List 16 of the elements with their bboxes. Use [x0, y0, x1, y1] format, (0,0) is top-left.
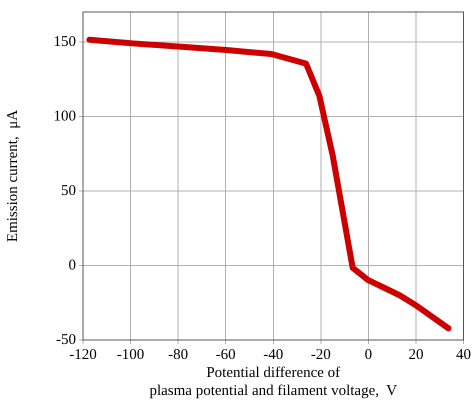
x-tick-label: 40 — [456, 346, 471, 363]
y-tick-label: -50 — [56, 332, 76, 348]
x-tick-label: 20 — [408, 346, 424, 363]
x-tick-label: 0 — [364, 346, 372, 363]
y-tick-label: 100 — [54, 108, 76, 124]
x-tick-label: -120 — [69, 346, 97, 363]
y-tick-label: 150 — [54, 34, 76, 50]
x-tick-label: -100 — [116, 346, 144, 363]
x-tick-label: -60 — [216, 346, 236, 363]
y-tick-label: 50 — [61, 182, 76, 199]
x-tick-label: -20 — [310, 346, 331, 363]
y-tick-label: 0 — [68, 257, 76, 274]
y-axis-title: Emission current, μA — [4, 110, 21, 242]
x-axis-title: Potential difference of plasma potential and filament voltage, V — [149, 364, 398, 399]
x-tick-label: -80 — [168, 346, 188, 363]
x-tick-label: -40 — [263, 346, 284, 363]
